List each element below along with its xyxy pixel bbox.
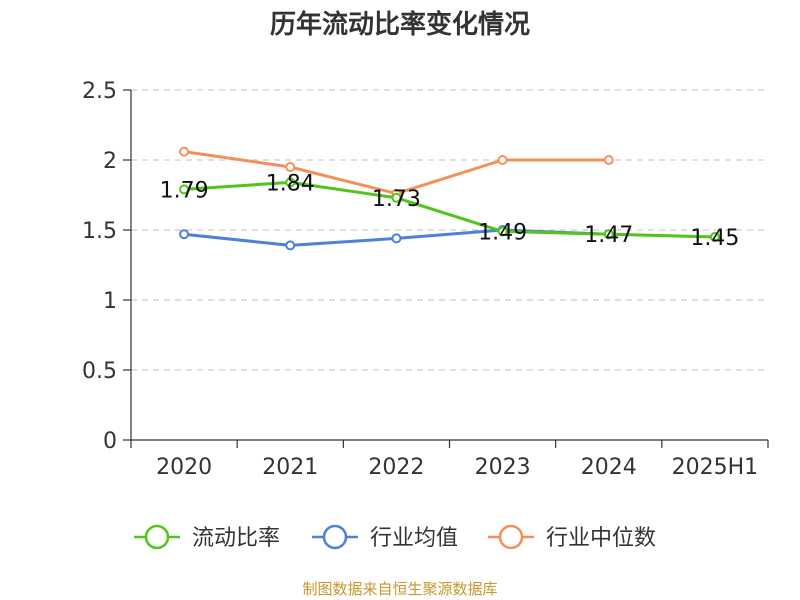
legend-label: 流动比率 (192, 526, 280, 551)
data-label: 1.73 (372, 187, 421, 212)
data-point-0 (285, 177, 296, 188)
x-tick-label: 2023 (475, 455, 531, 480)
y-tick-label: 0 (103, 429, 117, 454)
x-tick-label: 2022 (368, 455, 424, 480)
data-label: 1.45 (690, 226, 739, 251)
source-note: 制图数据来自恒生聚源数据库 (302, 580, 498, 598)
x-tick-label: 2025H1 (672, 455, 759, 480)
data-point-2 (285, 162, 296, 172)
data-point-0 (497, 226, 508, 237)
data-point-1 (391, 233, 402, 244)
legend-marker (498, 524, 524, 550)
data-point-0 (603, 229, 614, 240)
y-tick-label: 1 (103, 289, 117, 314)
data-point-0 (709, 232, 720, 242)
data-label: 1.49 (478, 220, 527, 245)
x-tick-label: 2020 (156, 455, 212, 480)
y-tick-label: 0.5 (82, 359, 117, 384)
data-point-0 (179, 184, 190, 195)
data-label: 1.47 (584, 223, 633, 248)
data-label: 1.79 (160, 178, 209, 203)
x-tick-label: 2024 (581, 455, 637, 480)
x-tick-label: 2021 (262, 455, 318, 480)
y-tick-label: 2 (103, 149, 117, 174)
legend-label: 行业均值 (370, 526, 458, 551)
data-point-0 (391, 192, 402, 203)
y-tick-label: 1.5 (82, 219, 117, 244)
data-point-2 (603, 155, 614, 165)
legend-marker (144, 524, 170, 550)
legend-label: 行业中位数 (546, 526, 656, 551)
legend-marker (322, 524, 348, 550)
series-line-0 (183, 180, 715, 239)
data-label: 1.84 (266, 171, 315, 196)
data-point-2 (179, 146, 190, 157)
data-point-2 (497, 155, 508, 165)
y-tick-label: 2.5 (82, 79, 117, 104)
data-point-1 (179, 229, 190, 240)
data-point-1 (285, 240, 296, 251)
chart-title: 历年流动比率变化情况 (269, 10, 530, 40)
